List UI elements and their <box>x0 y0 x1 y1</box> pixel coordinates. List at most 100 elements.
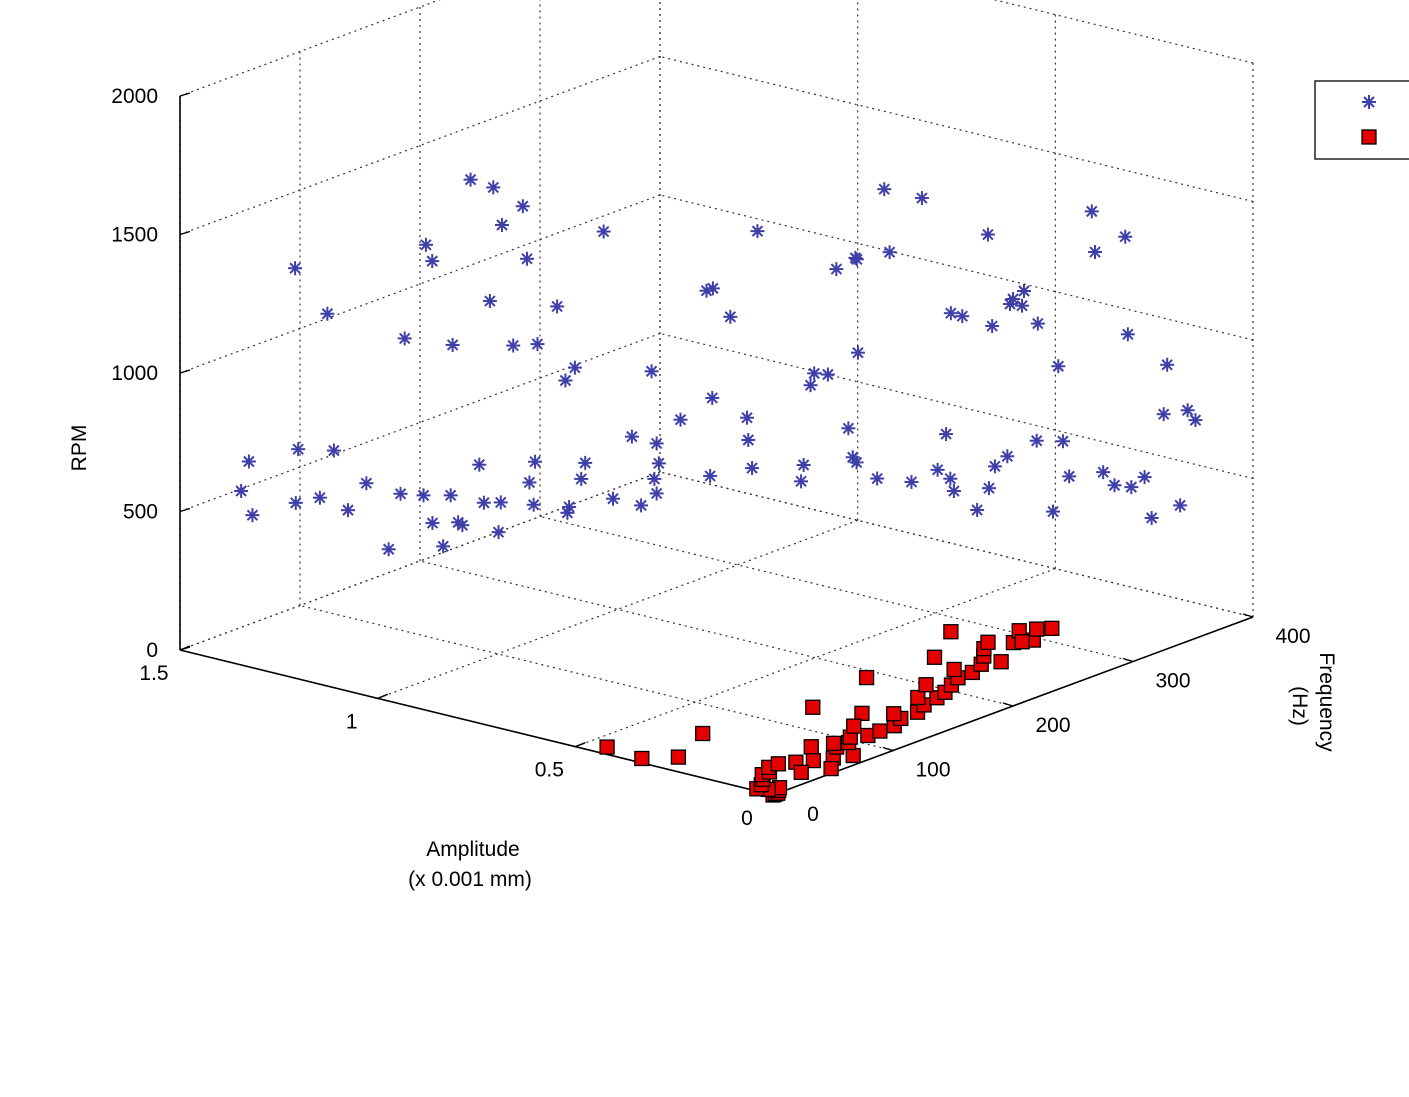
grid-line-back-rpm <box>179 55 661 236</box>
x-tick-label: 1 <box>346 710 358 733</box>
series-1-point <box>1029 433 1044 448</box>
marker-stroke <box>704 470 716 482</box>
marker-stroke <box>1018 285 1030 297</box>
series-1-point <box>520 251 535 266</box>
legend-marker-series-2 <box>1361 129 1377 145</box>
marker-stroke <box>653 457 665 470</box>
y-tick-label: 200 <box>1035 714 1070 737</box>
axes <box>179 92 1254 796</box>
z-tick-label: 500 <box>123 501 158 524</box>
marker-stroke <box>746 462 758 474</box>
x-tick-mark <box>377 693 388 699</box>
series-2-point <box>910 689 926 706</box>
series-2-point <box>805 699 821 715</box>
marker-stroke <box>321 308 334 320</box>
x-axis-label-line1: Amplitude <box>426 838 519 861</box>
marker-stroke <box>473 458 486 471</box>
series-1-point <box>943 306 958 321</box>
series-1-point <box>1000 449 1015 464</box>
marker-stroke <box>944 472 957 485</box>
series-1-point <box>562 499 577 514</box>
grid-line-floor-freq <box>299 604 894 752</box>
marker-stroke <box>1145 512 1158 524</box>
series-1-point <box>1180 403 1195 418</box>
y-axis-label-line1: Frequency <box>1315 652 1338 752</box>
series-2-point <box>1014 634 1030 650</box>
series-2-point <box>770 756 787 772</box>
marker-stroke <box>1030 435 1043 447</box>
marker-stroke <box>529 456 541 468</box>
z-tick-mark <box>179 230 191 236</box>
marker-stroke <box>342 504 354 516</box>
marker-stroke <box>700 284 713 297</box>
series-1-point <box>425 254 440 269</box>
series-1-point <box>397 331 412 346</box>
series-1-point <box>850 345 865 360</box>
marker-stroke <box>444 489 457 502</box>
marker-stroke <box>235 485 247 497</box>
y-tick-label: 300 <box>1155 670 1190 693</box>
series-2-point <box>846 718 862 734</box>
series-1-point <box>291 442 306 457</box>
marker-stroke <box>292 443 304 455</box>
marker-stroke <box>916 192 928 204</box>
series-1-point <box>803 378 818 393</box>
series-2-point <box>980 634 996 650</box>
marker-stroke <box>426 517 439 529</box>
series-1-point <box>723 309 738 324</box>
y-tick-label: 400 <box>1275 625 1310 648</box>
series-1-point <box>418 237 433 252</box>
series-1-point <box>649 486 664 501</box>
marker-stroke <box>607 492 619 505</box>
series-1-point <box>1120 327 1135 342</box>
series-1-point <box>829 262 844 277</box>
series-2-point <box>670 749 687 765</box>
series-1-point <box>647 471 662 486</box>
marker-stroke <box>398 332 411 345</box>
series-1-point <box>522 475 537 490</box>
series-1-point <box>463 172 478 187</box>
series-2-point <box>825 735 842 751</box>
marker-stroke <box>531 338 544 350</box>
series-1-point <box>1137 470 1152 485</box>
marker-stroke <box>871 472 883 485</box>
series-1-point <box>741 432 756 447</box>
marker-stroke <box>956 310 969 322</box>
marker-stroke <box>842 422 855 434</box>
y-tick-mark <box>1242 613 1254 618</box>
marker-stroke <box>1047 505 1059 518</box>
marker-stroke <box>931 464 944 476</box>
z-tick-mark <box>179 92 191 97</box>
marker-stroke <box>1181 404 1194 416</box>
marker-stroke <box>495 496 507 509</box>
marker-stroke <box>1001 450 1014 462</box>
series-2-point <box>695 725 711 742</box>
series-1-point <box>882 245 897 260</box>
series-1-point <box>1118 229 1133 244</box>
series-1-point <box>245 508 260 523</box>
series-1-point <box>326 443 341 458</box>
marker-stroke <box>1138 471 1151 483</box>
marker-stroke <box>243 455 255 468</box>
y-tick-mark <box>1122 657 1134 663</box>
marker-stroke <box>575 473 587 485</box>
series-1-point <box>472 457 487 472</box>
x-tick-label: 0 <box>741 807 753 830</box>
marker-stroke <box>989 460 1001 473</box>
series-1-point <box>443 488 458 503</box>
legend-box <box>1314 80 1409 160</box>
series-2-point <box>943 624 959 640</box>
marker-stroke <box>808 367 820 380</box>
grid-line-floor-amp <box>179 471 661 651</box>
series-1-point <box>1002 296 1017 311</box>
y-axis-label-line2: (Hz) <box>1288 686 1311 726</box>
marker-stroke <box>1125 481 1138 493</box>
marker-stroke <box>1032 317 1044 330</box>
grid-line-floor-amp <box>575 568 1056 748</box>
series-1-point <box>1156 407 1171 422</box>
series-1-point <box>904 474 919 489</box>
marker-stroke <box>1016 299 1028 312</box>
legend <box>1314 80 1409 160</box>
